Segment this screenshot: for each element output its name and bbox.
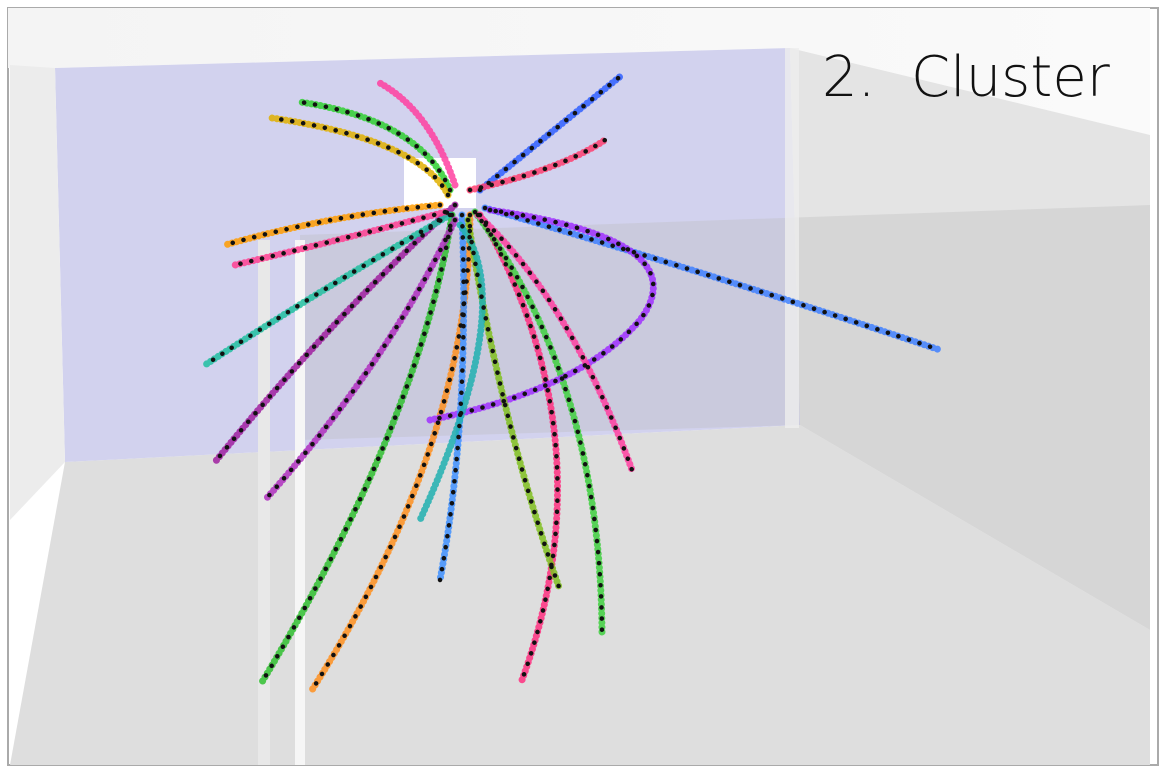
pillar	[785, 48, 799, 428]
pillar	[295, 240, 305, 765]
inner-box	[300, 205, 1150, 630]
scene-label: 2. Cluster	[822, 45, 1110, 110]
left-wall	[10, 65, 65, 520]
right-wall	[790, 48, 1150, 630]
pillar	[258, 240, 270, 765]
back-wall	[55, 48, 800, 462]
ceiling	[8, 8, 1150, 135]
